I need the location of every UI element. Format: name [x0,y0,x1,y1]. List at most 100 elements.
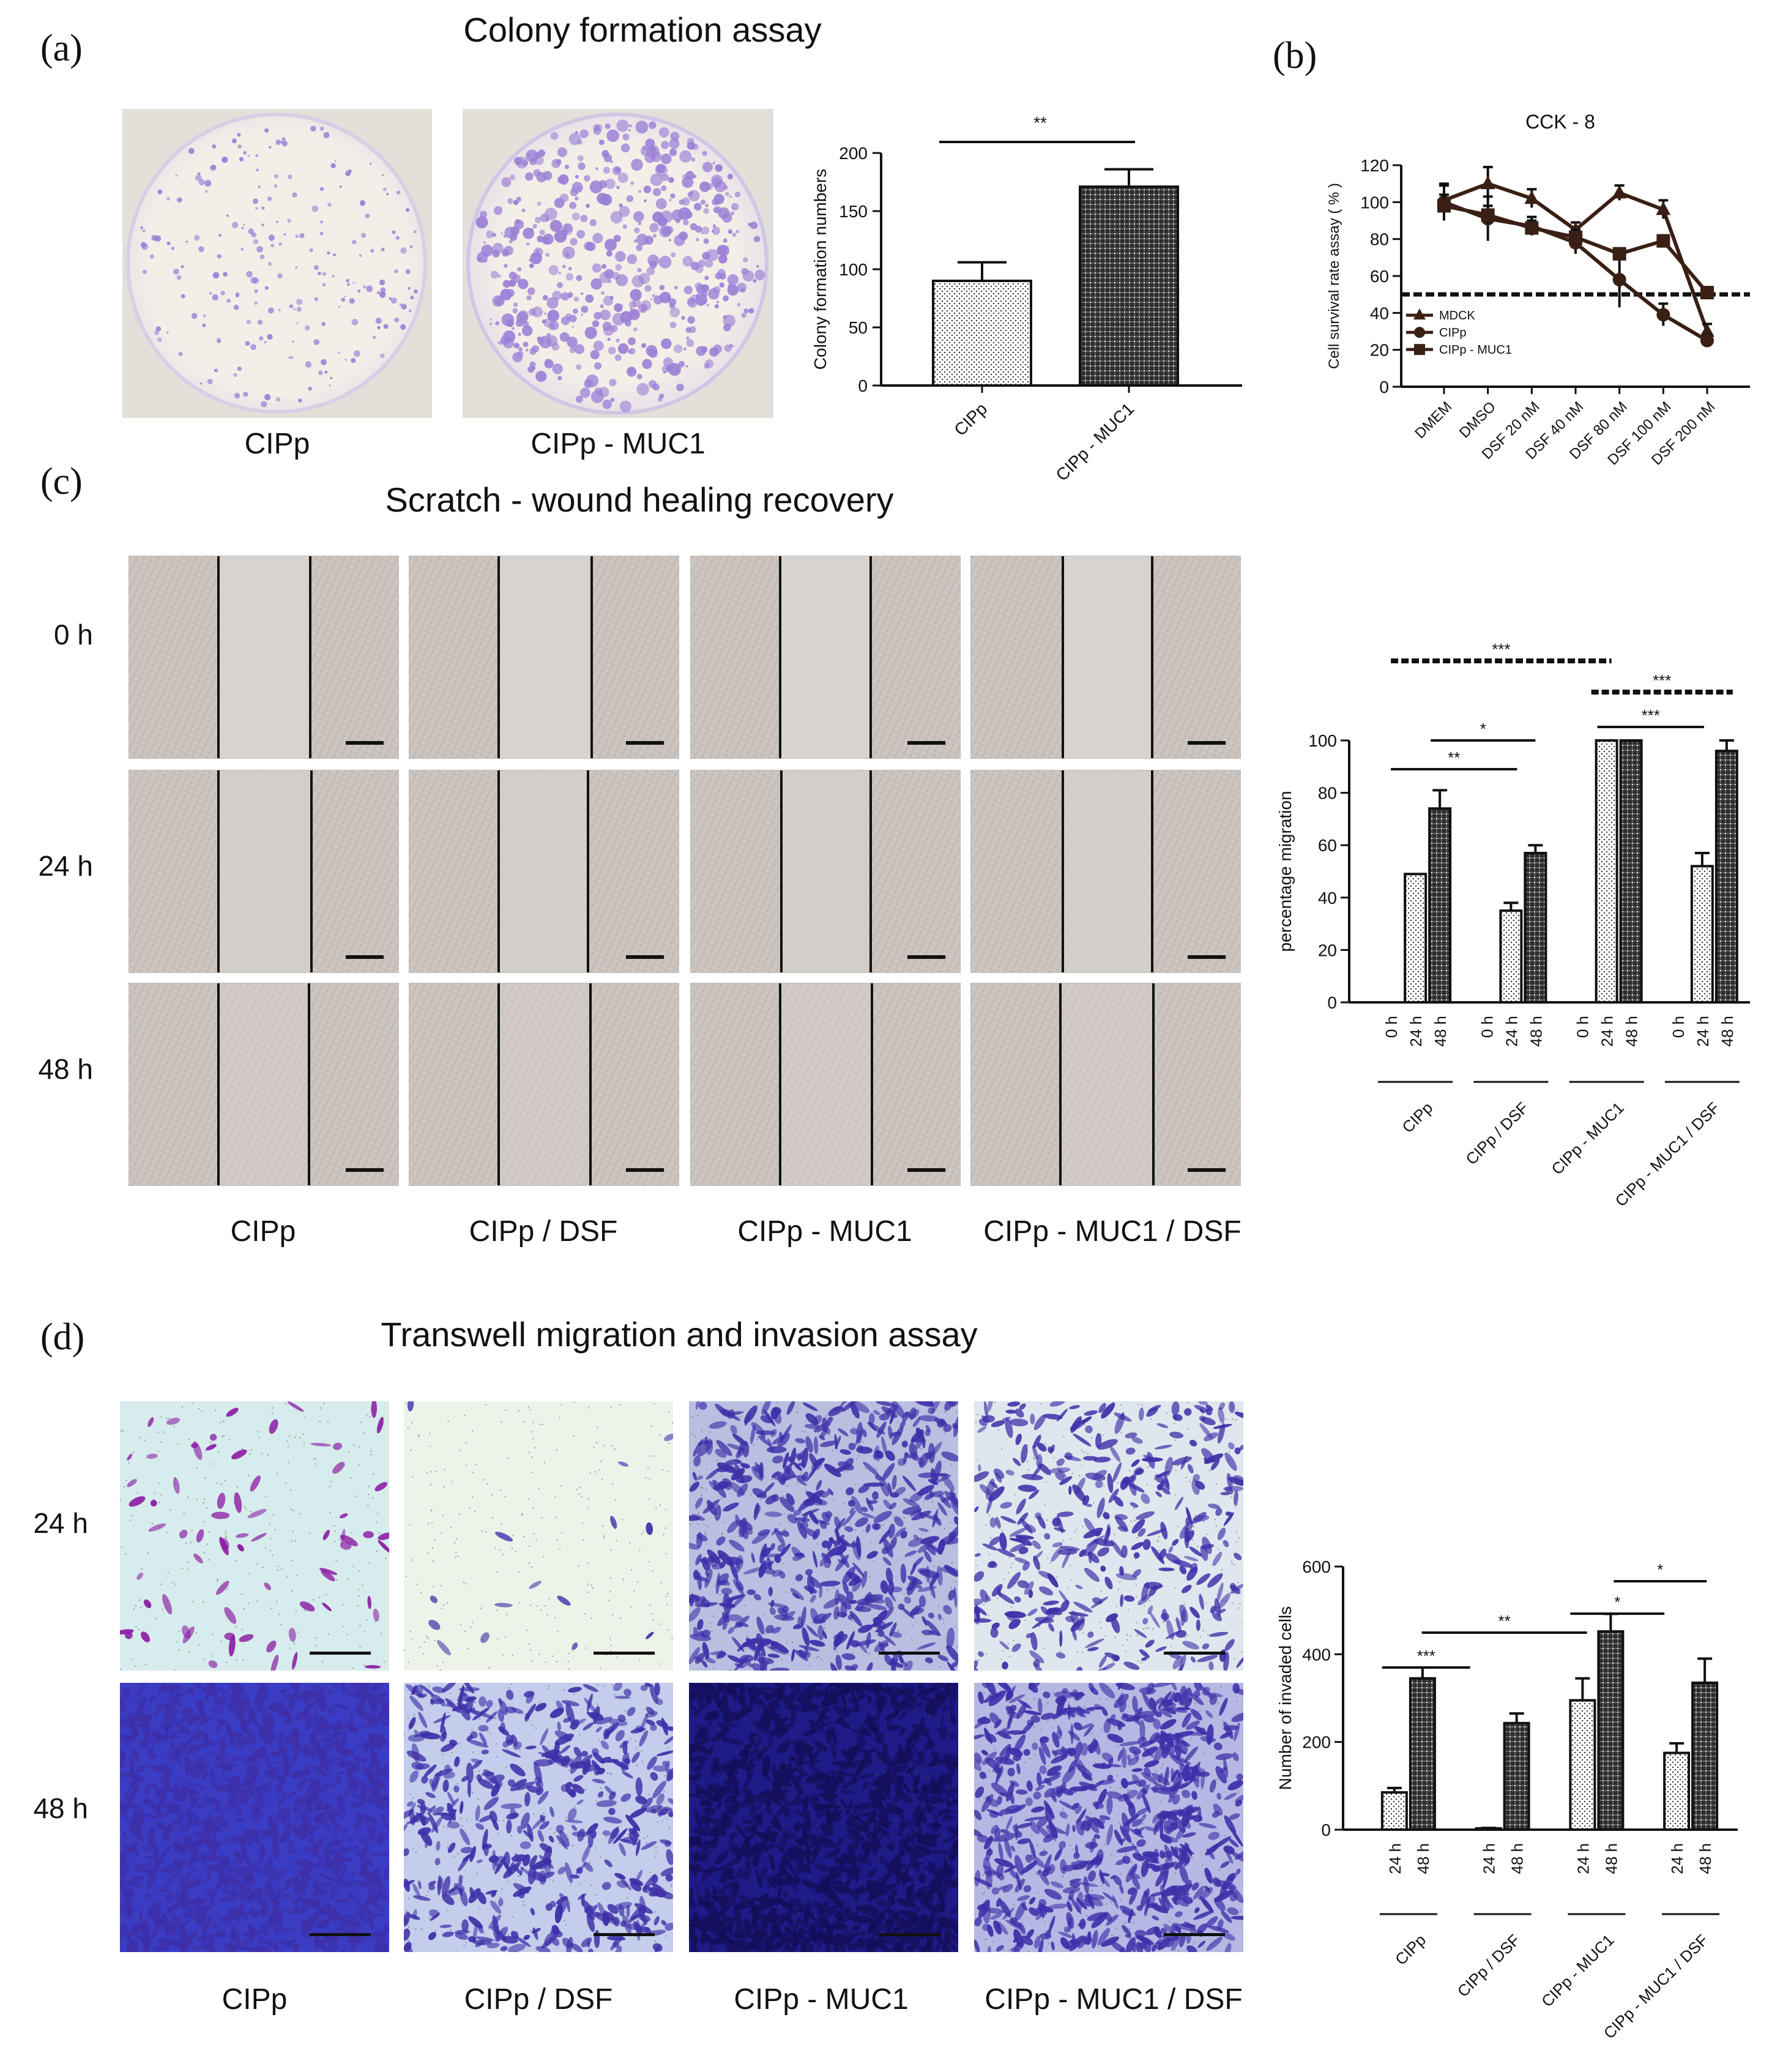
transwell-row-label-48h: 48 h [33,1792,88,1824]
wound-edge-line [1059,983,1062,1185]
scale-bar [594,1933,655,1936]
legend-marker [1413,308,1426,320]
group-label: CIPp [1398,1098,1436,1136]
scratch-col-caption-cipp: CIPp [230,1215,296,1248]
y-tick-label: 60 [1370,267,1389,286]
data-point [1612,273,1626,287]
x-tick-label: DMSO [1456,398,1499,441]
wound-edge-line [1062,556,1064,758]
wound-gap [780,556,871,758]
scale-bar [1188,741,1226,745]
wound-edge-line [310,770,313,972]
series-cipp [1437,182,1714,348]
transwell-col-caption-cipp-dsf: CIPp / DSF [464,1983,613,2016]
data-point [1700,323,1714,337]
colony-caption-cipp-muc1: CIPp - MUC1 [530,428,705,460]
wound-gap [1060,983,1153,1185]
y-tick-label: 50 [849,318,868,337]
x-tick-label: CIPp [950,399,991,439]
x-tick-label: 24 h [1574,1843,1592,1874]
scratch-col-caption-cipp-muc1: CIPp - MUC1 [737,1215,912,1248]
scratch-micrograph [970,983,1241,1186]
y-tick-label: 0 [1379,378,1389,397]
scratch-row-label-24h: 24 h [38,850,93,882]
transwell-row-label-24h: 24 h [33,1507,88,1539]
y-tick-label: 150 [839,202,868,221]
x-tick-label: 48 h [1431,1016,1450,1047]
colony-dish-cipp-muc1 [463,109,773,418]
bar [1597,1630,1625,1831]
data-point [1569,230,1582,244]
wound-edge-line [780,770,783,972]
wound-edge-line [779,983,781,1185]
wound-edge-line [590,556,593,758]
scratch-micrograph [409,770,679,973]
x-tick-label: 24 h [1598,1016,1617,1047]
y-tick-label: 200 [1302,1733,1331,1752]
y-axis-label: Colony formation numbers [811,169,830,370]
x-tick-label: 0 h [1382,1016,1401,1038]
scale-bar [626,741,664,745]
scratch-col-caption-cipp-muc1-dsf: CIPp - MUC1 / DSF [983,1215,1242,1248]
significance-label: ** [1033,113,1047,132]
y-tick-label: 100 [839,260,868,279]
scratch-micrograph [128,556,399,759]
transwell-cells [689,1401,958,1671]
x-tick-label: 0 h [1669,1016,1688,1038]
wound-edge-line [497,770,500,972]
scale-bar [626,955,664,959]
significance-label: ** [1448,748,1460,767]
x-tick-label: 24 h [1668,1843,1686,1874]
data-point [1656,201,1671,215]
scale-bar [907,1168,945,1172]
panel-a-letter: (a) [40,28,83,69]
wound-edge-line [497,556,500,758]
wound-gap [499,556,592,758]
bar [1691,1681,1719,1831]
wound-edge-line [589,983,592,1185]
significance-label: * [1614,1593,1620,1611]
scale-bar [310,1933,371,1936]
bar [1569,1699,1596,1831]
y-tick-label: 100 [1308,731,1337,750]
scale-bar [626,1168,664,1172]
transwell-col-caption-cipp-muc1: CIPp - MUC1 [734,1983,909,2016]
wound-gap [218,556,310,758]
significance-label: * [1657,1560,1663,1579]
wound-edge-line [779,556,781,758]
bar [1499,909,1523,1004]
wound-gap [781,770,871,972]
wound-edge-line [309,556,311,758]
colony-dots-cipp [140,125,418,408]
data-point [1700,286,1714,300]
scale-bar [1164,1933,1225,1936]
transwell-cells [120,1683,389,1952]
bar [1404,873,1428,1004]
y-axis-label: Number of invaded cells [1276,1606,1295,1790]
group-label: CIPp - MUC1 [1538,1931,1618,2011]
y-axis-label: percentage migration [1276,791,1295,952]
wound-edge-line [308,983,310,1185]
data-point [1612,247,1626,261]
scratch-micrograph [409,983,679,1186]
wound-edge-line [217,983,220,1185]
data-point [1656,308,1670,322]
wound-edge-line [217,770,220,972]
colony-dish-cipp [122,109,432,418]
y-tick-label: 0 [1327,993,1337,1012]
x-tick-label: DMEM [1412,398,1455,442]
scale-bar [907,955,945,959]
colony-caption-cipp: CIPp [244,428,310,460]
data-point [1612,185,1627,199]
y-tick-label: 0 [858,376,868,395]
x-tick-label: 24 h [1480,1843,1498,1874]
x-tick-label: 24 h [1407,1016,1425,1047]
migration-bar-chart: 0 20 40 60 80 100 percentage migration 0 h 24 h 4… [1276,640,1750,1210]
panel-c-letter: (c) [40,461,83,502]
wound-edge-line [587,770,589,972]
x-tick-label: 48 h [1508,1843,1527,1874]
transwell-micrograph [404,1683,673,1952]
scale-bar [1188,1168,1226,1172]
data-point [1524,190,1539,204]
wound-edge-line [869,556,872,758]
